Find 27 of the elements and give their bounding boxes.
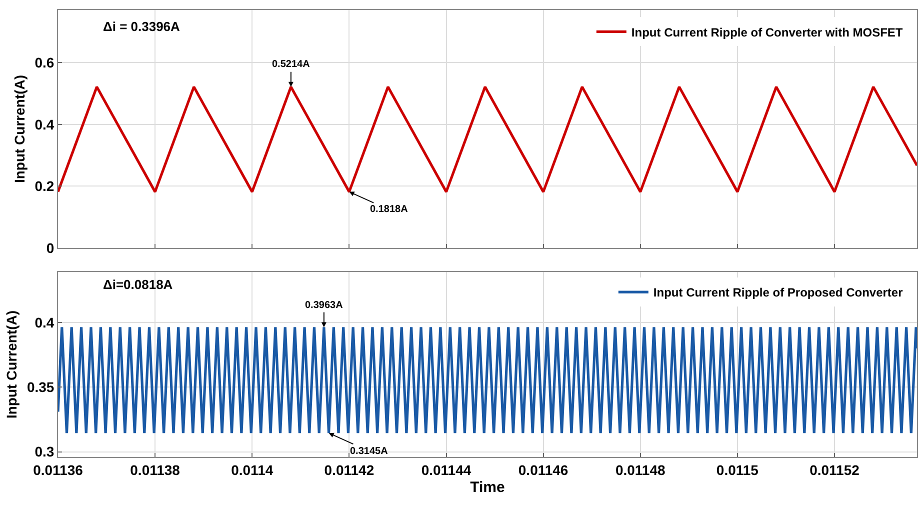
annotation: 0.5214A xyxy=(272,59,310,70)
x-tick-label: 0.01148 xyxy=(615,462,666,478)
annotation: 0.1818A xyxy=(370,204,408,215)
legend-label: Input Current Ripple of Converter with MOSFET xyxy=(631,25,904,40)
y-axis-title: Input Current(A) xyxy=(4,310,20,419)
x-tick-label: 0.01136 xyxy=(33,462,84,478)
annotation: 0.3963A xyxy=(305,300,343,311)
y-axis-title: Input Current(A) xyxy=(11,74,28,184)
annotation: Δi=0.0818A xyxy=(103,277,174,292)
legend-label: Input Current Ripple of Proposed Converter xyxy=(653,286,904,300)
x-tick-label: 0.0114 xyxy=(231,462,274,478)
y-tick-label: 0.6 xyxy=(34,54,54,70)
x-tick-label: 0.01142 xyxy=(324,462,374,478)
x-tick-label: 0.01138 xyxy=(130,462,180,478)
y-tick-label: 0.4 xyxy=(34,314,54,330)
x-tick-label: 0.01146 xyxy=(518,462,568,478)
y-tick-label: 0.4 xyxy=(34,116,54,132)
y-tick-label: 0.2 xyxy=(34,178,54,194)
x-tick-label: 0.01144 xyxy=(421,462,472,478)
y-tick-label: 0.3 xyxy=(34,444,54,460)
annotation: Δi = 0.3396A xyxy=(103,19,181,34)
y-tick-label: 0.35 xyxy=(26,379,54,396)
y-tick-label: 0 xyxy=(46,240,54,256)
annotation: 0.3145A xyxy=(350,446,388,457)
x-tick-label: 0.01152 xyxy=(810,462,860,478)
x-axis-title: Time xyxy=(470,478,505,496)
x-tick-label: 0.0115 xyxy=(716,462,759,478)
